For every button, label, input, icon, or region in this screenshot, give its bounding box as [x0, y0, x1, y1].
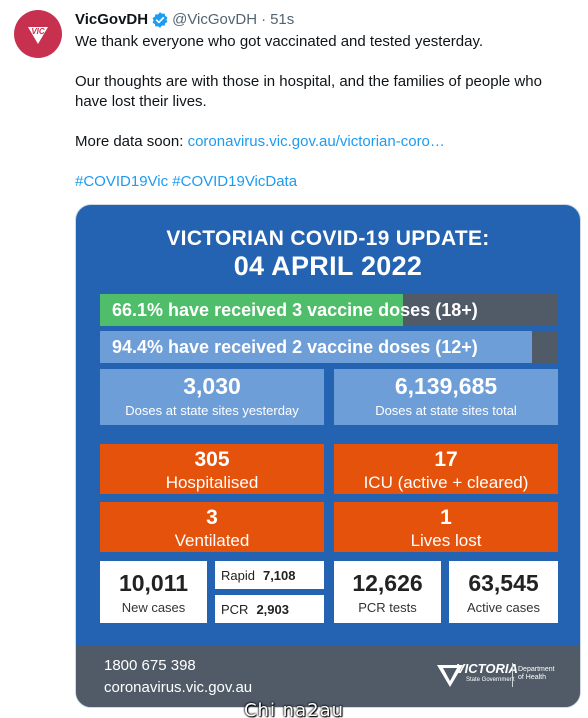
author-name[interactable]: VicGovDH	[75, 11, 149, 28]
active-cases-value: 63,545	[468, 570, 539, 596]
hospitalised-label: Hospitalised	[165, 473, 259, 492]
victoria-government-logo: VICTORIA State Government Department of …	[434, 657, 564, 697]
tweet-time[interactable]: 51s	[270, 11, 295, 28]
doses-total-box: 6,139,685 Doses at state sites total	[334, 369, 558, 425]
icu-box: 17 ICU (active + cleared)	[334, 444, 558, 494]
pcr-tests-value: 12,626	[352, 570, 423, 596]
rapid-box: Rapid 7,108	[215, 561, 324, 589]
tweet-header: VicGovDH @VicGovDH · 51s	[75, 10, 580, 30]
lives-lost-value: 1	[440, 506, 452, 529]
vaccine-2-doses-label: 94.4% have received 2 vaccine doses (12+…	[112, 337, 478, 357]
logo-dept: Department of Health	[518, 666, 555, 681]
ventilated-label: Ventilated	[174, 531, 250, 550]
tweet: VicGovDH @VicGovDH · 51s We thank everyo…	[75, 10, 580, 192]
ventilated-box: 3 Ventilated	[100, 502, 324, 552]
doses-yesterday-box: 3,030 Doses at state sites yesterday	[100, 369, 324, 425]
vaccine-3-doses-label: 66.1% have received 3 vaccine doses (18+…	[112, 300, 478, 320]
update-date: 04 APRIL 2022	[233, 251, 423, 281]
pcr-box: PCR 2,903	[215, 595, 324, 623]
hospitalised-value: 305	[194, 448, 230, 471]
icu-label: ICU (active + cleared)	[363, 473, 529, 492]
card-footer: 1800 675 398 coronavirus.vic.gov.au VICT…	[76, 645, 580, 707]
pcr-tests-box: 12,626 PCR tests	[334, 561, 441, 623]
new-cases-label: New cases	[121, 600, 186, 615]
new-cases-value: 10,011	[118, 570, 189, 596]
hashtag-covid19vicdata[interactable]: #COVID19VicData	[172, 173, 298, 190]
lives-lost-label: Lives lost	[410, 531, 482, 550]
logo-divider	[512, 663, 513, 687]
doses-yesterday-value: 3,030	[183, 373, 241, 399]
doses-total-label: Doses at state sites total	[375, 403, 517, 418]
footer-site: coronavirus.vic.gov.au	[104, 679, 253, 696]
pcr-label: PCR	[221, 601, 249, 617]
lives-lost-box: 1 Lives lost	[334, 502, 558, 552]
author-handle[interactable]: @VicGovDH	[172, 11, 258, 28]
rapid-label: Rapid	[221, 567, 255, 583]
tweet-line-thoughts: Our thoughts are with those in hospital,…	[75, 73, 542, 110]
pcr-tests-label: PCR tests	[358, 600, 417, 615]
icu-value: 17	[434, 448, 458, 471]
vaccine-2-doses-bar: 94.4% have received 2 vaccine doses (12+…	[100, 331, 558, 363]
footer-phone: 1800 675 398	[104, 657, 196, 674]
tweet-line-more-data: More data soon: coronavirus.vic.gov.au/v…	[75, 132, 580, 152]
logo-word: VICTORIA	[456, 661, 518, 676]
doses-total-value: 6,139,685	[394, 373, 498, 399]
victoria-triangle-icon	[437, 665, 463, 687]
vaccine-2-doses-fill	[100, 331, 533, 363]
doses-yesterday-label: Doses at state sites yesterday	[125, 403, 299, 418]
more-data-label: More data soon:	[75, 133, 188, 150]
active-cases-label: Active cases	[467, 600, 540, 615]
avatar[interactable]: VIC	[14, 10, 62, 58]
logo-sub: State Government	[466, 677, 515, 683]
active-cases-box: 63,545 Active cases	[449, 561, 558, 623]
verified-badge-icon	[151, 11, 169, 29]
update-image[interactable]: VICTORIAN COVID-19 UPDATE: 04 APRIL 2022…	[75, 204, 581, 708]
avatar-text: VIC	[31, 27, 45, 36]
update-title: VICTORIAN COVID-19 UPDATE:	[166, 227, 490, 250]
new-cases-box: 10,011 New cases	[100, 561, 207, 623]
tweet-line-thanks: We thank everyone who got vaccinated and…	[75, 33, 484, 50]
vaccine-3-doses-bar: 66.1% have received 3 vaccine doses (18+…	[100, 294, 558, 326]
hashtag-covid19vic[interactable]: #COVID19Vic	[75, 173, 169, 190]
vic-logo-icon: VIC	[28, 27, 48, 44]
data-link[interactable]: coronavirus.vic.gov.au/victorian-coro…	[187, 133, 445, 150]
pcr-value: 2,903	[256, 601, 289, 617]
hospitalised-box: 305 Hospitalised	[100, 444, 324, 494]
ventilated-value: 3	[206, 506, 218, 529]
tweet-text: We thank everyone who got vaccinated and…	[75, 32, 580, 192]
rapid-value: 7,108	[262, 567, 296, 583]
caption-overlay: Chi na2au	[243, 700, 345, 718]
hashtags: #COVID19Vic #COVID19VicData	[75, 172, 580, 192]
vaccine-3-doses-fill	[100, 294, 403, 326]
separator-dot: ·	[261, 11, 267, 28]
